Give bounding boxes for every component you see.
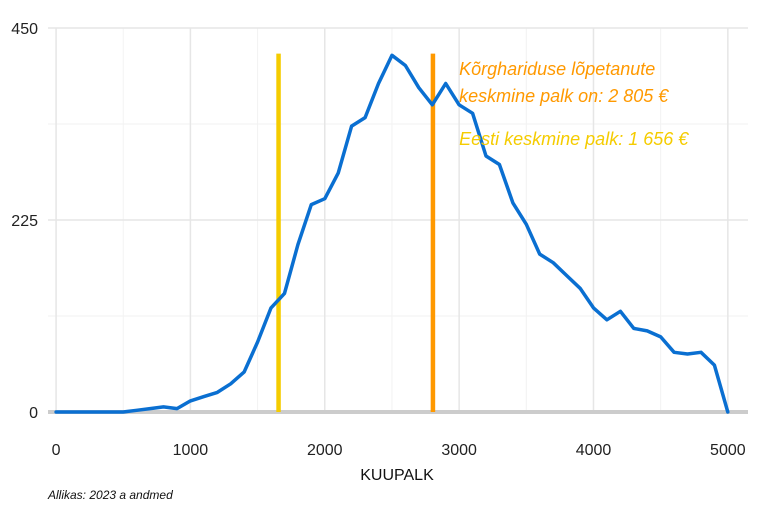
annotations: Kõrghariduse lõpetanute keskmine palk on… <box>459 59 689 149</box>
annotation-text: Eesti keskmine palk: 1 656 € <box>459 129 689 149</box>
source-note: Allikas: 2023 a andmed <box>48 488 173 502</box>
grid-lines <box>48 27 748 412</box>
y-tick-labels: 0 225 450 <box>11 21 38 422</box>
x-tick-label: 1000 <box>173 442 209 459</box>
x-tick-label: 5000 <box>710 442 746 459</box>
annotation-text: Kõrghariduse lõpetanute <box>459 59 655 79</box>
x-tick-label: 4000 <box>576 442 612 459</box>
x-tick-labels: 0 1000 2000 3000 4000 5000 <box>52 442 746 459</box>
x-tick-label: 0 <box>52 442 61 459</box>
series-line <box>54 53 730 414</box>
y-tick-label: 0 <box>29 405 38 422</box>
x-tick-label: 3000 <box>441 442 477 459</box>
annotation-text: keskmine palk on: 2 805 € <box>459 86 669 106</box>
x-axis-title: KUUPALK <box>360 467 434 484</box>
x-tick-label: 2000 <box>307 442 343 459</box>
y-tick-label: 225 <box>11 213 38 230</box>
series-lines <box>54 53 730 414</box>
reference-lines <box>276 53 436 412</box>
y-tick-label: 450 <box>11 21 38 38</box>
